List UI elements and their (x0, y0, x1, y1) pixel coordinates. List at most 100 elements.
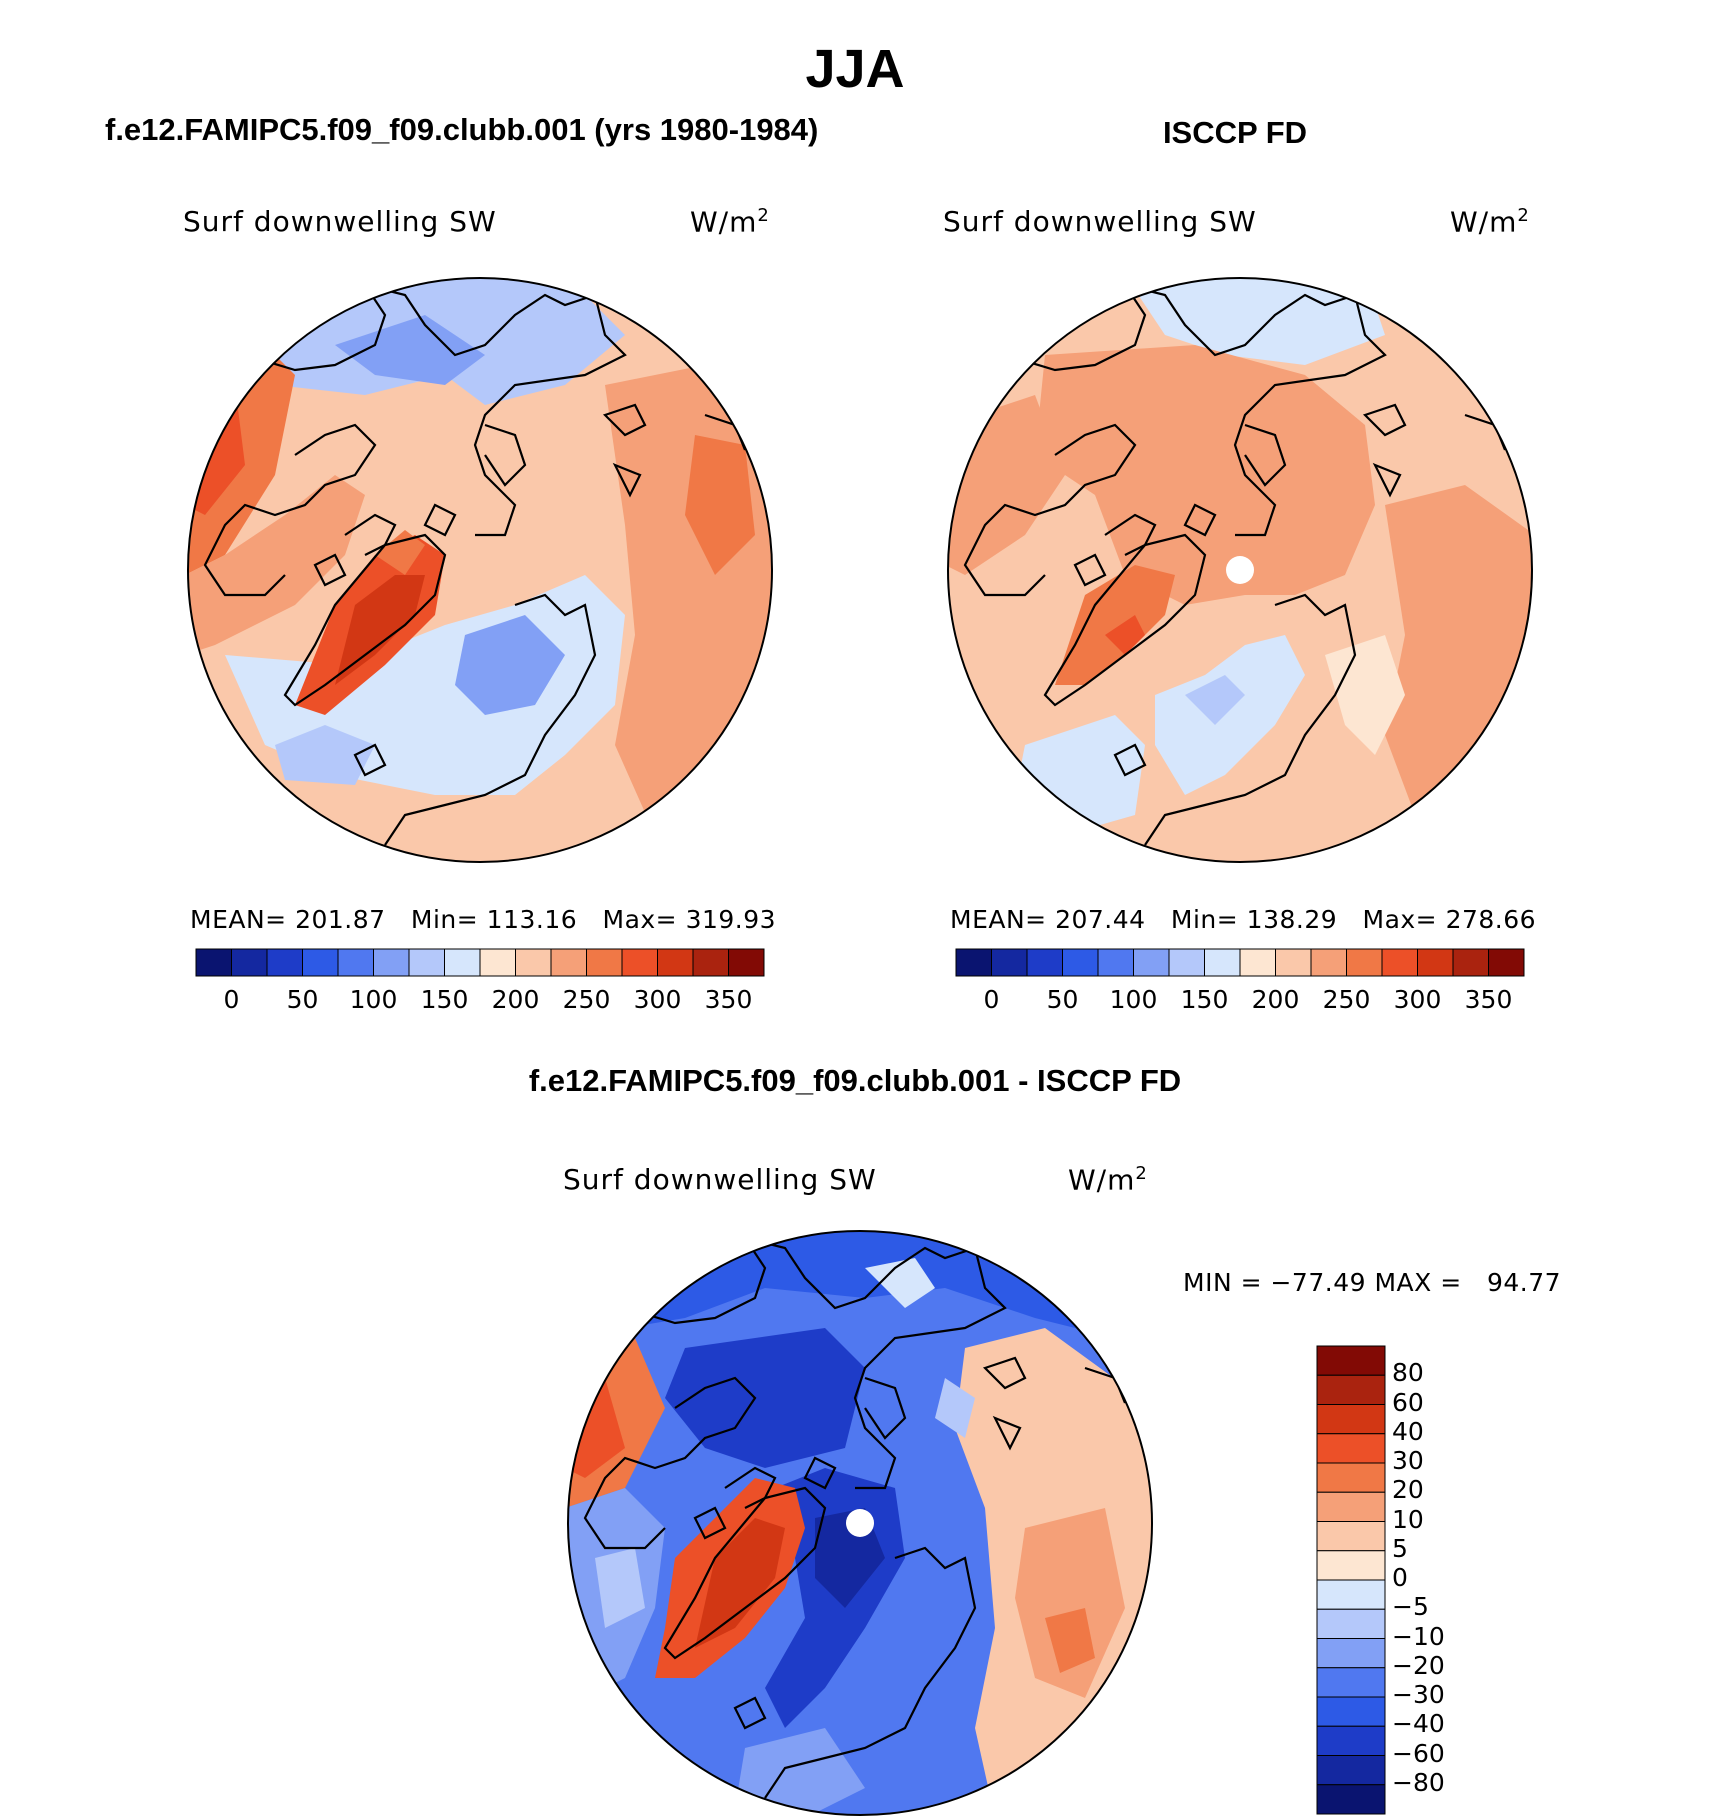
colorbar-level-label: 80 (1392, 1358, 1424, 1388)
colorbar-swatch (1346, 948, 1383, 977)
colorbar-level-label: 10 (1392, 1504, 1424, 1534)
diff-minmax: MIN = −77.49 MAX = 94.77 (1183, 1268, 1562, 1297)
coastlines (203, 283, 747, 846)
colorbar-tick-label: 50 (286, 985, 319, 1014)
colorbar-swatch (1026, 948, 1063, 977)
colorbar-swatch (586, 948, 623, 977)
model-polar-map (187, 277, 773, 863)
colorbar-tick-label: 150 (1180, 985, 1229, 1014)
colorbar-swatch (621, 948, 658, 977)
pole-missing-data (1226, 556, 1254, 584)
colorbar-tick-label: 50 (1046, 985, 1079, 1014)
colorbar-swatch (1316, 1696, 1386, 1727)
colorbar-swatch (1316, 1374, 1386, 1405)
field-pale-nordic (1155, 635, 1305, 795)
field-blue-north-strong (335, 315, 485, 385)
diff-units-label: W/m2 (1068, 1163, 1148, 1197)
field-atlantic-blue (455, 615, 565, 715)
field-greenland-core (1105, 615, 1145, 655)
colorbar-swatch (1316, 1755, 1386, 1786)
colorbar-level-label: −40 (1392, 1709, 1445, 1739)
coastlines (963, 283, 1507, 846)
colorbar-tick-label: 100 (1109, 985, 1158, 1014)
colorbar-tick-label: 250 (1322, 985, 1371, 1014)
colorbar-swatch (1417, 948, 1454, 977)
colorbar-swatch (231, 948, 268, 977)
colorbar-swatch (1062, 948, 1099, 977)
colorbar-tick-label: 350 (704, 985, 753, 1014)
colorbar-swatch (1316, 1404, 1386, 1435)
map-border (187, 277, 773, 863)
colorbar-level-label: 5 (1392, 1533, 1408, 1563)
colorbar-swatch (991, 948, 1028, 977)
model-variable-label: Surf downwelling SW (183, 205, 497, 238)
colorbar-swatch (728, 948, 765, 977)
field-right-hotter (1045, 1608, 1095, 1673)
model-colorbar (195, 948, 765, 977)
colorbar-level-label: −20 (1392, 1650, 1445, 1680)
coastlines (583, 1236, 1127, 1799)
field-greenland (1055, 565, 1175, 685)
colorbar-tick-label: 200 (491, 985, 540, 1014)
figure-title: JJA (805, 39, 905, 99)
colorbar-swatch (408, 948, 445, 977)
field-blue-patch (275, 725, 375, 785)
colorbar-level-label: −80 (1392, 1767, 1445, 1797)
colorbar-swatch (955, 948, 992, 977)
diff-colorbar (1316, 1345, 1386, 1815)
colorbar-level-label: 30 (1392, 1446, 1424, 1475)
colorbar-swatch (1316, 1491, 1386, 1522)
colorbar-tick-label: 150 (420, 985, 469, 1014)
field-right-hot (1015, 1508, 1125, 1698)
field-pale-spot (865, 1258, 935, 1308)
pole-missing-data (846, 1509, 874, 1537)
colorbar-swatch (1239, 948, 1276, 977)
colorbar-level-label: 0 (1392, 1563, 1408, 1592)
colorbar-tick-label: 300 (633, 985, 682, 1014)
colorbar-tick-label: 200 (1251, 985, 1300, 1014)
colorbar-level-label: 40 (1392, 1416, 1424, 1446)
difference-title: f.e12.FAMIPC5.f09_f09.clubb.001 - ISCCP … (528, 1063, 1182, 1098)
model-units-label: W/m2 (690, 205, 770, 239)
colorbar-level-label: −10 (1392, 1621, 1445, 1651)
colorbar-swatch (1316, 1638, 1386, 1669)
field-right-hot (685, 435, 755, 575)
colorbar-swatch (1316, 1784, 1386, 1815)
field-lab-light (595, 1548, 645, 1628)
diff-polar-map (567, 1230, 1153, 1816)
colorbar-swatch (195, 948, 232, 977)
colorbar-swatch (1316, 1462, 1386, 1493)
obs-polar-map (947, 277, 1533, 863)
colorbar-tick-label: 0 (983, 985, 1000, 1014)
colorbar-level-label: 60 (1392, 1387, 1424, 1417)
map-border (947, 277, 1533, 863)
colorbar-swatch (550, 948, 587, 977)
colorbar-tick-label: 100 (349, 985, 398, 1014)
model-stats: MEAN= 201.87 Min= 113.16 Max= 319.93 (190, 905, 777, 934)
field-greenland-core (695, 1518, 785, 1648)
colorbar-tick-label: 250 (562, 985, 611, 1014)
colorbar-tick-label: 300 (1393, 985, 1442, 1014)
obs-units-label: W/m2 (1450, 205, 1530, 239)
colorbar-swatch (1275, 948, 1312, 977)
colorbar-swatch (1316, 1579, 1386, 1610)
field-lightest (1325, 635, 1405, 755)
colorbar-swatch (444, 948, 481, 977)
obs-stats: MEAN= 207.44 Min= 138.29 Max= 278.66 (950, 905, 1537, 934)
field-greenland-core (335, 575, 425, 685)
field-arctic-deep (665, 1328, 865, 1468)
colorbar-tick-label: 350 (1464, 985, 1513, 1014)
colorbar-swatch (1316, 1433, 1386, 1464)
field-arctic-warm (1035, 345, 1375, 605)
colorbar-swatch (1488, 948, 1525, 977)
colorbar-swatch (1381, 948, 1418, 977)
field-light-blue (935, 1378, 975, 1438)
colorbar-swatch (515, 948, 552, 977)
colorbar-swatch (1316, 1345, 1386, 1376)
colorbar-swatch (1316, 1521, 1386, 1552)
colorbar-swatch (657, 948, 694, 977)
obs-colorbar (955, 948, 1525, 977)
diff-variable-label: Surf downwelling SW (563, 1163, 877, 1196)
colorbar-swatch (1316, 1667, 1386, 1698)
colorbar-swatch (302, 948, 339, 977)
